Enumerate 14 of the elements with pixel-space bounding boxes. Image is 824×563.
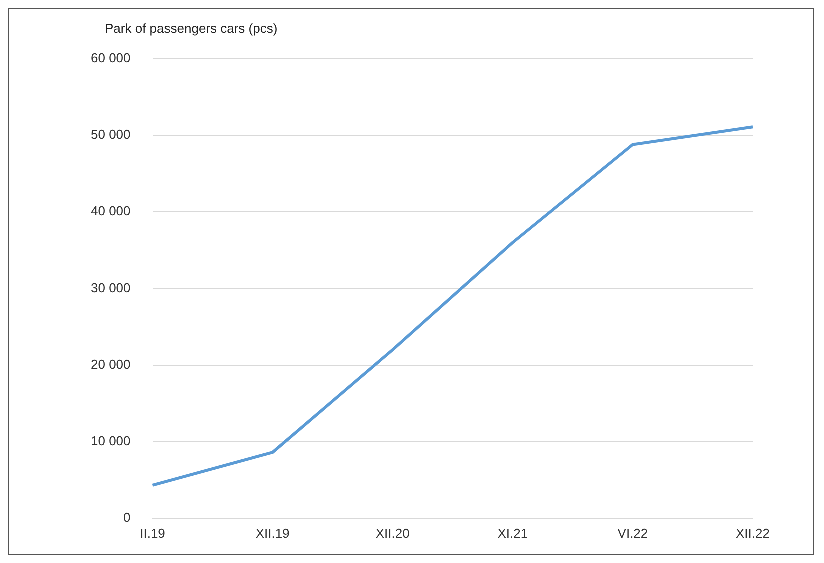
x-tick-label: VI.22 xyxy=(618,526,648,541)
x-tick-label: II.19 xyxy=(140,526,166,541)
y-tick-label: 10 000 xyxy=(90,433,131,448)
y-tick-label: 60 000 xyxy=(90,50,131,66)
x-tick-label: XII.20 xyxy=(376,526,410,541)
x-tick-label: XI.21 xyxy=(498,526,528,541)
y-tick-label: 0 xyxy=(124,510,131,525)
y-tick-label: 30 000 xyxy=(90,280,131,296)
y-tick-label: 40 000 xyxy=(90,204,131,219)
x-tick-label: XII.22 xyxy=(736,526,770,541)
y-tick-label: 50 000 xyxy=(90,127,131,142)
x-tick-label: XII.19 xyxy=(256,526,290,541)
y-tick-label: 20 000 xyxy=(90,356,131,372)
y-axis-title: Park of passengers cars (pcs) xyxy=(105,21,278,36)
